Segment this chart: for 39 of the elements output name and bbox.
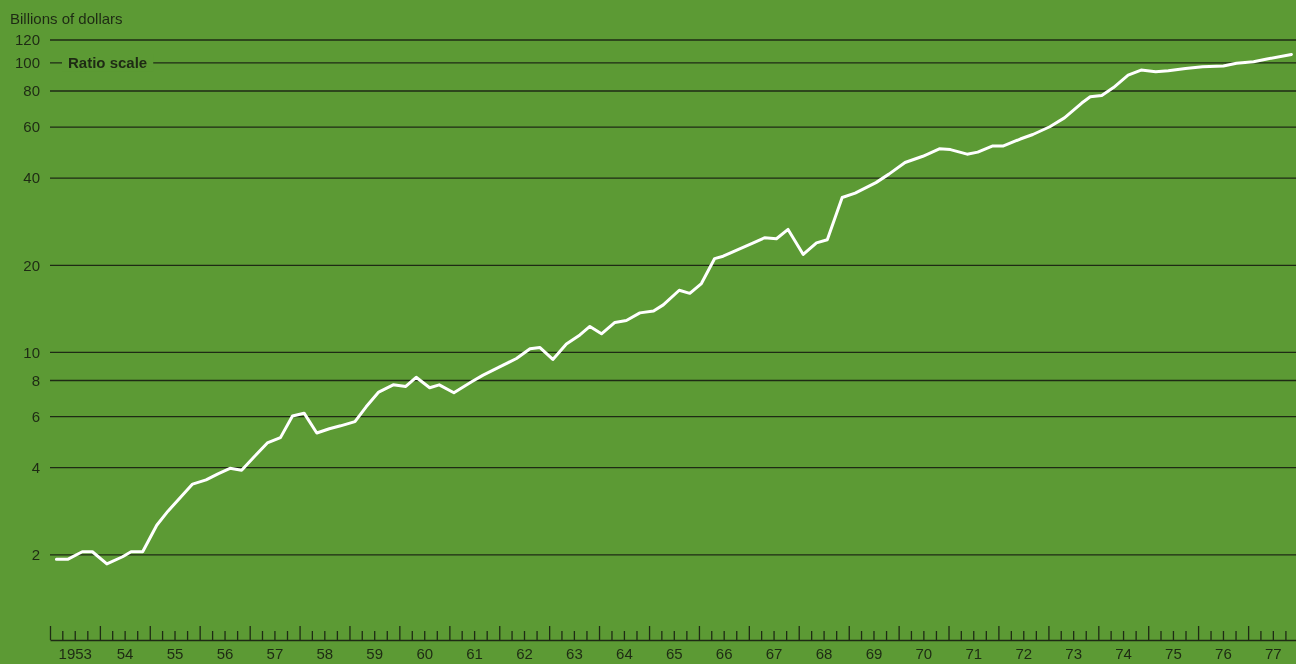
y-tick-label: 6 — [31, 407, 40, 425]
x-tick-label: 63 — [566, 644, 583, 662]
x-tick-label: 77 — [1265, 644, 1282, 662]
line-series — [54, 52, 1293, 566]
x-tick-label: 58 — [316, 644, 334, 662]
annotation: Ratio scale — [68, 54, 148, 72]
y-tick-label: 40 — [23, 169, 40, 187]
y-tick-label: 120 — [14, 31, 40, 49]
x-tick-label: 54 — [116, 644, 134, 662]
x-tick-label: 59 — [366, 644, 384, 662]
x-tick-label: 60 — [416, 644, 434, 662]
y-tick-label: 80 — [23, 82, 40, 100]
x-tick-label: 71 — [965, 644, 983, 662]
x-tick-label: 74 — [1115, 644, 1132, 662]
x-tick-label: 75 — [1165, 644, 1182, 662]
y-tick-label: 60 — [23, 118, 40, 136]
y-tick-label: 8 — [31, 371, 40, 389]
x-tick-label: 69 — [865, 644, 883, 662]
y-tick-label: 4 — [31, 458, 40, 476]
y-tick-label: 2 — [31, 546, 40, 564]
x-tick-label: 70 — [915, 644, 933, 662]
x-tick-label: 67 — [765, 644, 783, 662]
x-tick-label: 1953 — [58, 644, 92, 662]
y-tick-label: 20 — [23, 256, 40, 274]
x-tick-label: 55 — [166, 644, 184, 662]
x-tick-label: 65 — [665, 644, 683, 662]
x-tick-label: 62 — [516, 644, 533, 662]
x-tick-label: 68 — [815, 644, 833, 662]
x-tick-label: 66 — [715, 644, 733, 662]
y-axis-title: Billions of dollars — [10, 10, 123, 27]
x-tick-label: 73 — [1065, 644, 1083, 662]
x-tick-label: 61 — [466, 644, 483, 662]
x-tick-label: 72 — [1015, 644, 1033, 662]
y-tick-label: 10 — [23, 343, 40, 361]
y-tick-label: 100 — [14, 54, 40, 72]
x-tick-label: 57 — [266, 644, 284, 662]
x-tick-label: 76 — [1215, 644, 1232, 662]
x-tick-label: 56 — [216, 644, 234, 662]
x-tick-label: 64 — [616, 644, 633, 662]
